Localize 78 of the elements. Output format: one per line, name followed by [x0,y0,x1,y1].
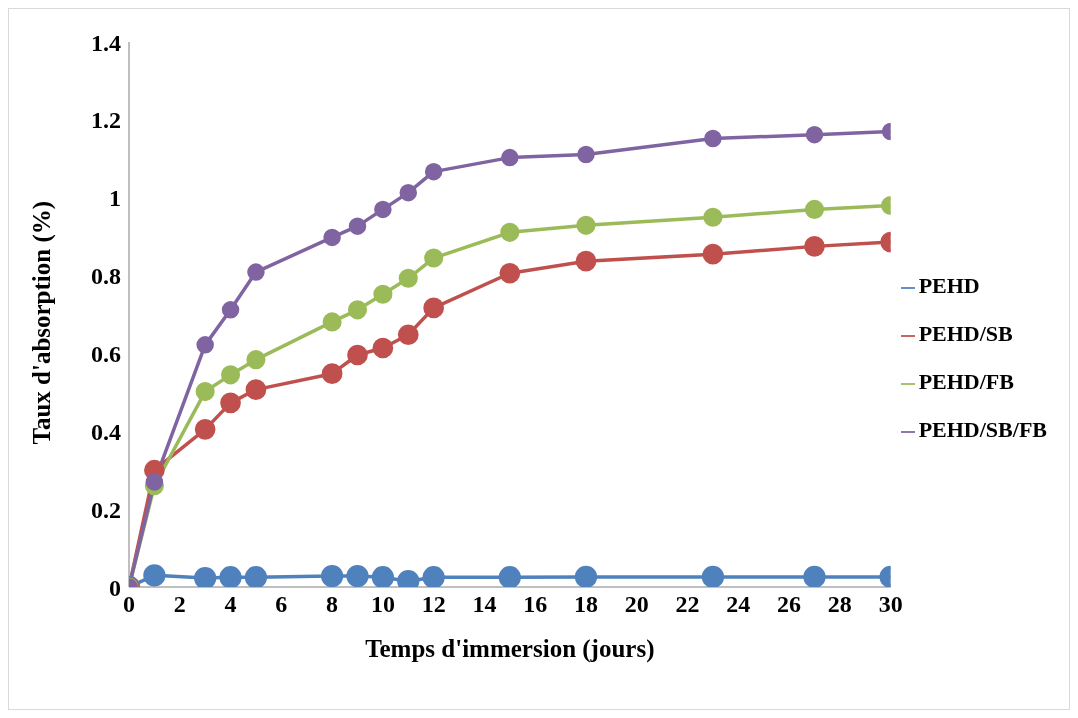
point [245,379,267,400]
point [422,566,445,587]
point [398,268,418,288]
x-tick-label: 2 [173,591,186,618]
y-tick-label: 0.4 [91,418,121,445]
point [703,207,723,227]
point [498,566,521,587]
point [702,243,724,265]
point [322,312,342,332]
x-tick-label: 14 [472,591,497,618]
x-tick-label: 10 [370,591,395,618]
legend-label: PEHD [918,273,980,298]
point [423,297,445,319]
x-tick-label: 4 [224,591,237,618]
point [320,564,344,587]
x-tick-label: 28 [827,591,852,618]
x-tick-label: 6 [275,591,288,618]
point [195,382,215,402]
point [219,566,242,587]
point [220,392,241,414]
point [701,565,725,587]
y-tick-label: 0.2 [91,496,121,523]
point [803,565,826,587]
point [372,337,394,359]
point [574,565,598,587]
point [373,284,393,304]
point [575,250,597,272]
x-tick-label: 20 [624,591,649,618]
y-tick-label: 0 [109,574,121,601]
y-tick-label: 1.4 [91,29,121,56]
point [805,125,824,144]
point [194,418,216,440]
point [804,199,825,219]
legend-label: PEHD/SB/FB [918,417,1047,442]
point [371,566,395,587]
point [196,336,214,354]
point [424,248,444,268]
point [501,148,519,167]
point [244,566,268,587]
point [374,200,392,219]
x-tick-label: 18 [573,591,598,618]
point [397,324,419,346]
point [499,262,521,284]
legend-label: PEHD/FB [918,369,1014,394]
point [576,215,596,235]
point [704,129,722,148]
x-tick-label: 26 [777,591,802,618]
point [194,566,217,587]
y-tick-label: 1 [109,185,121,212]
point [577,145,595,164]
point [348,217,367,235]
x-tick-label: 8 [326,591,339,618]
y-axis-title: Taux d'absorption (%) [27,200,56,445]
point [399,183,418,202]
point [246,350,266,370]
point [143,564,166,587]
legend-label: PEHD/SB [918,321,1013,346]
x-tick-label: 16 [523,591,548,618]
y-tick-label: 1.2 [91,107,121,134]
point [323,228,341,247]
point [347,344,368,366]
point [347,300,368,320]
x-tick-label: 12 [421,591,446,618]
point [346,564,369,587]
point [804,236,825,257]
point [424,162,443,181]
y-tick-label: 0.8 [91,263,121,290]
point [247,263,265,281]
x-tick-label: 22 [675,591,700,618]
y-tick-label: 0.6 [91,340,121,367]
point [500,222,520,242]
point [145,473,164,491]
x-axis-title: Temps d'immersion (jours) [365,635,655,663]
x-tick-label: 30 [878,591,903,618]
x-tick-label: 24 [726,591,751,618]
point [221,365,241,385]
point [321,363,343,385]
point [221,301,240,319]
